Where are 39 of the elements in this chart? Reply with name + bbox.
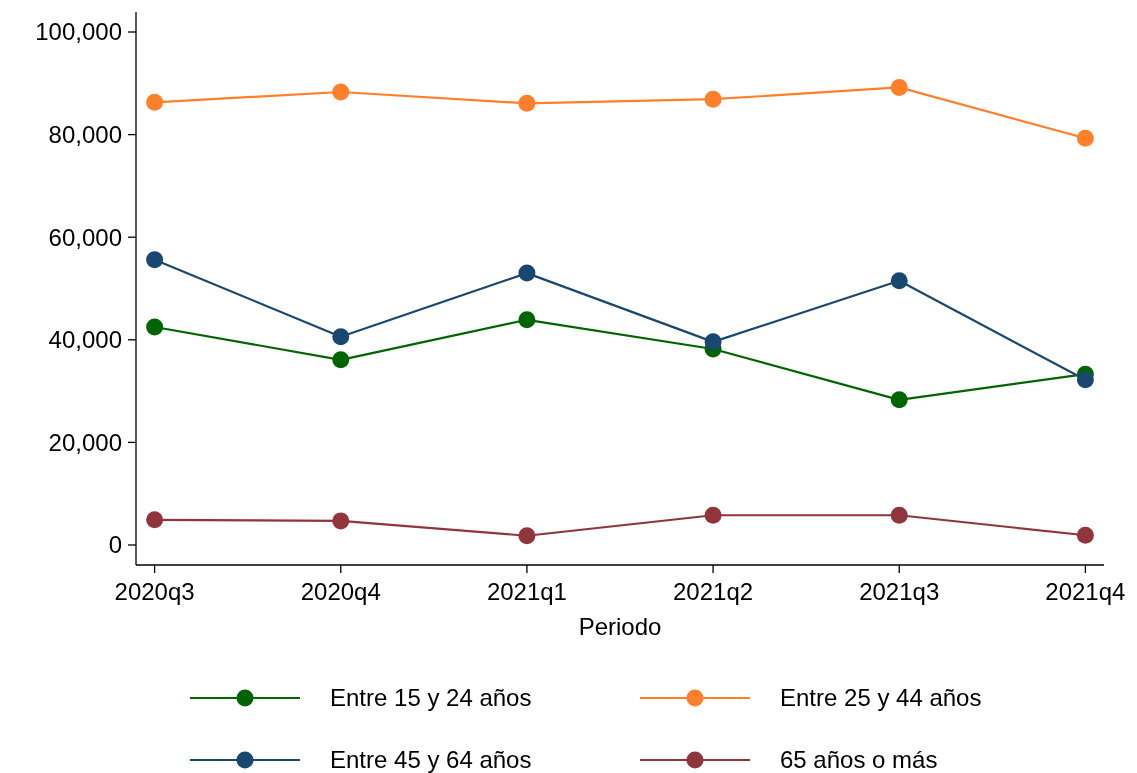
point <box>332 328 350 346</box>
point <box>1076 129 1094 147</box>
point <box>704 333 722 351</box>
point <box>518 527 536 545</box>
point <box>890 272 908 290</box>
legend-label: Entre 15 y 24 años <box>330 684 532 712</box>
point <box>146 93 164 111</box>
point <box>704 506 722 524</box>
point <box>890 391 908 409</box>
point <box>704 90 722 108</box>
y-tick-label: 40,000 <box>48 326 122 354</box>
x-tick-label: 2021q4 <box>1045 578 1126 605</box>
point <box>1076 371 1094 389</box>
legend-label: Entre 45 y 64 años <box>330 746 532 773</box>
x-tick-label: 2021q3 <box>859 578 940 605</box>
point <box>146 251 164 269</box>
point <box>890 506 908 524</box>
x-axis-title: Periodo <box>578 613 662 640</box>
point <box>1076 526 1094 544</box>
x-tick-label: 2021q1 <box>486 578 567 605</box>
point <box>518 94 536 112</box>
point <box>518 311 536 329</box>
x-tick-label: 2020q4 <box>300 578 381 605</box>
point <box>332 83 350 101</box>
point <box>146 511 164 529</box>
y-tick-label: 20,000 <box>48 428 122 456</box>
point <box>518 264 536 282</box>
y-tick-label: 100,000 <box>35 18 122 46</box>
point <box>332 512 350 530</box>
legend-label: 65 años o más <box>780 746 938 773</box>
point <box>332 351 350 369</box>
point <box>890 78 908 96</box>
y-tick-label: 60,000 <box>48 223 122 251</box>
point <box>146 318 164 336</box>
x-tick-label: 2020q3 <box>114 578 195 605</box>
y-tick-label: 80,000 <box>48 121 122 148</box>
y-tick-label: 0 <box>108 531 122 559</box>
legend-label: Entre 25 y 44 años <box>780 684 982 712</box>
x-tick-label: 2021q2 <box>673 578 754 605</box>
